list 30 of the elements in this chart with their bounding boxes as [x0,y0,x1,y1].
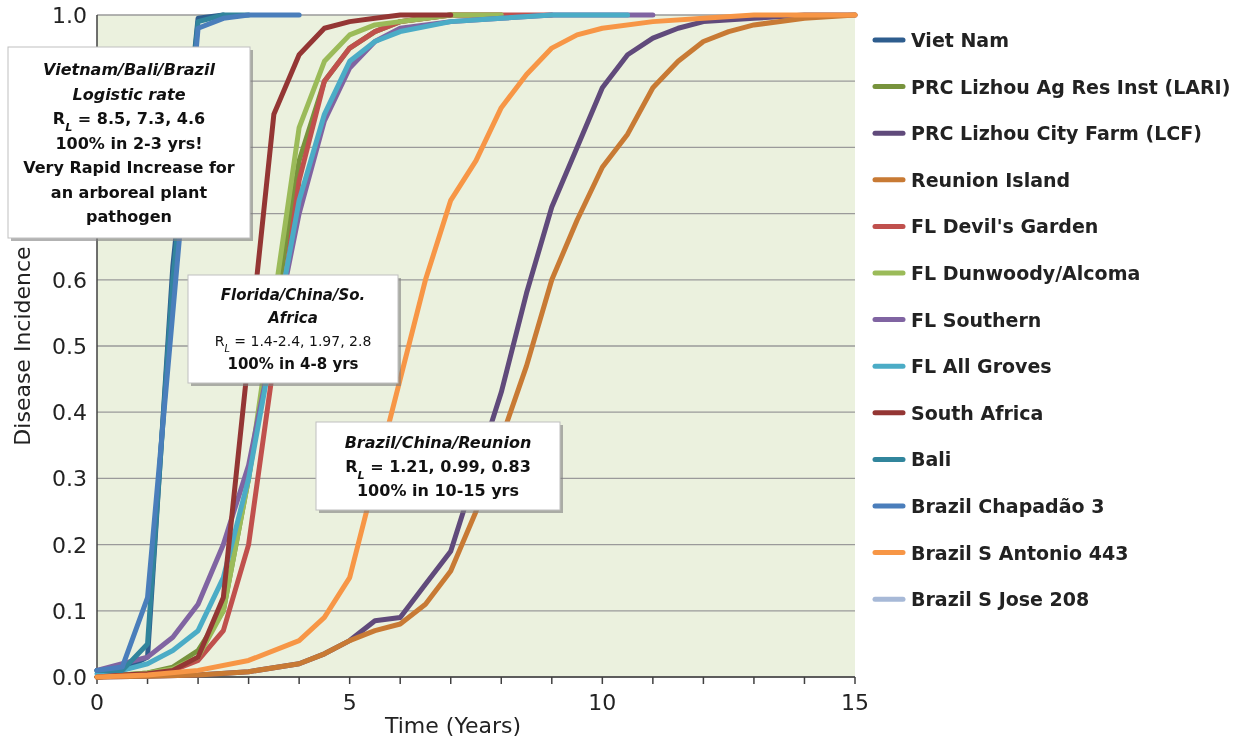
legend-label: Viet Nam [911,29,1009,51]
y-axis-title: Disease Incidence [10,246,35,446]
legend-label: Brazil S Jose 208 [911,588,1090,611]
text: Florida/China/So. Africa R$_{L}$ = 1.4-2.4, 1.97, 2.8 100% in 4-8 yrs [214,286,372,374]
x-tick-label: 15 [841,690,869,715]
legend-label: Bali [911,448,952,471]
y-tick-label: 1.0 [52,3,87,28]
legend-label: Brazil Chapadão 3 [911,495,1105,517]
legend-label: FL Southern [911,308,1042,331]
x-tick-label: 10 [588,690,617,715]
annotation: Brazil/China/Reunion R$_{L}$ = 1.21, 0.99, 0.83 100% in 10-15 yrs [344,433,532,500]
y-tick-label: 0.6 [52,267,87,293]
y-tick-label: 0.5 [52,334,87,359]
legend-label: Brazil S Antonio 443 [911,541,1129,564]
legend-label: South Africa [911,401,1044,424]
text: Vietnam/Bali/Brazil Logistic rate R$_{L}$ = 8.5, 7.3, 4.6 100% in 2-3 yrs! Very Rapid Increase for an arboreal plant pathogen [23,60,235,227]
legend-label: FL Devil's Garden [911,215,1099,238]
y-tick-label: 0.3 [52,466,87,492]
x-tick-label: 5 [342,690,357,715]
legend-label: Reunion Island [911,168,1071,191]
legend-label: FL All Groves [911,355,1052,378]
y-tick-label: 0.4 [52,400,87,426]
legend-label: PRC Lizhou Ag Res Inst (LARI) [911,75,1231,98]
y-tick-label: 0.1 [52,598,87,624]
x-axis-title: Time (Years) [383,713,522,738]
x-tick-label: 0 [90,690,104,715]
legend-label: FL Dunwoody/Alcoma [911,262,1141,284]
y-tick-label: 0.0 [52,665,87,690]
legend-label: PRC Lizhou City Farm (LCF) [911,122,1202,145]
y-tick-label: 0.2 [52,532,87,558]
